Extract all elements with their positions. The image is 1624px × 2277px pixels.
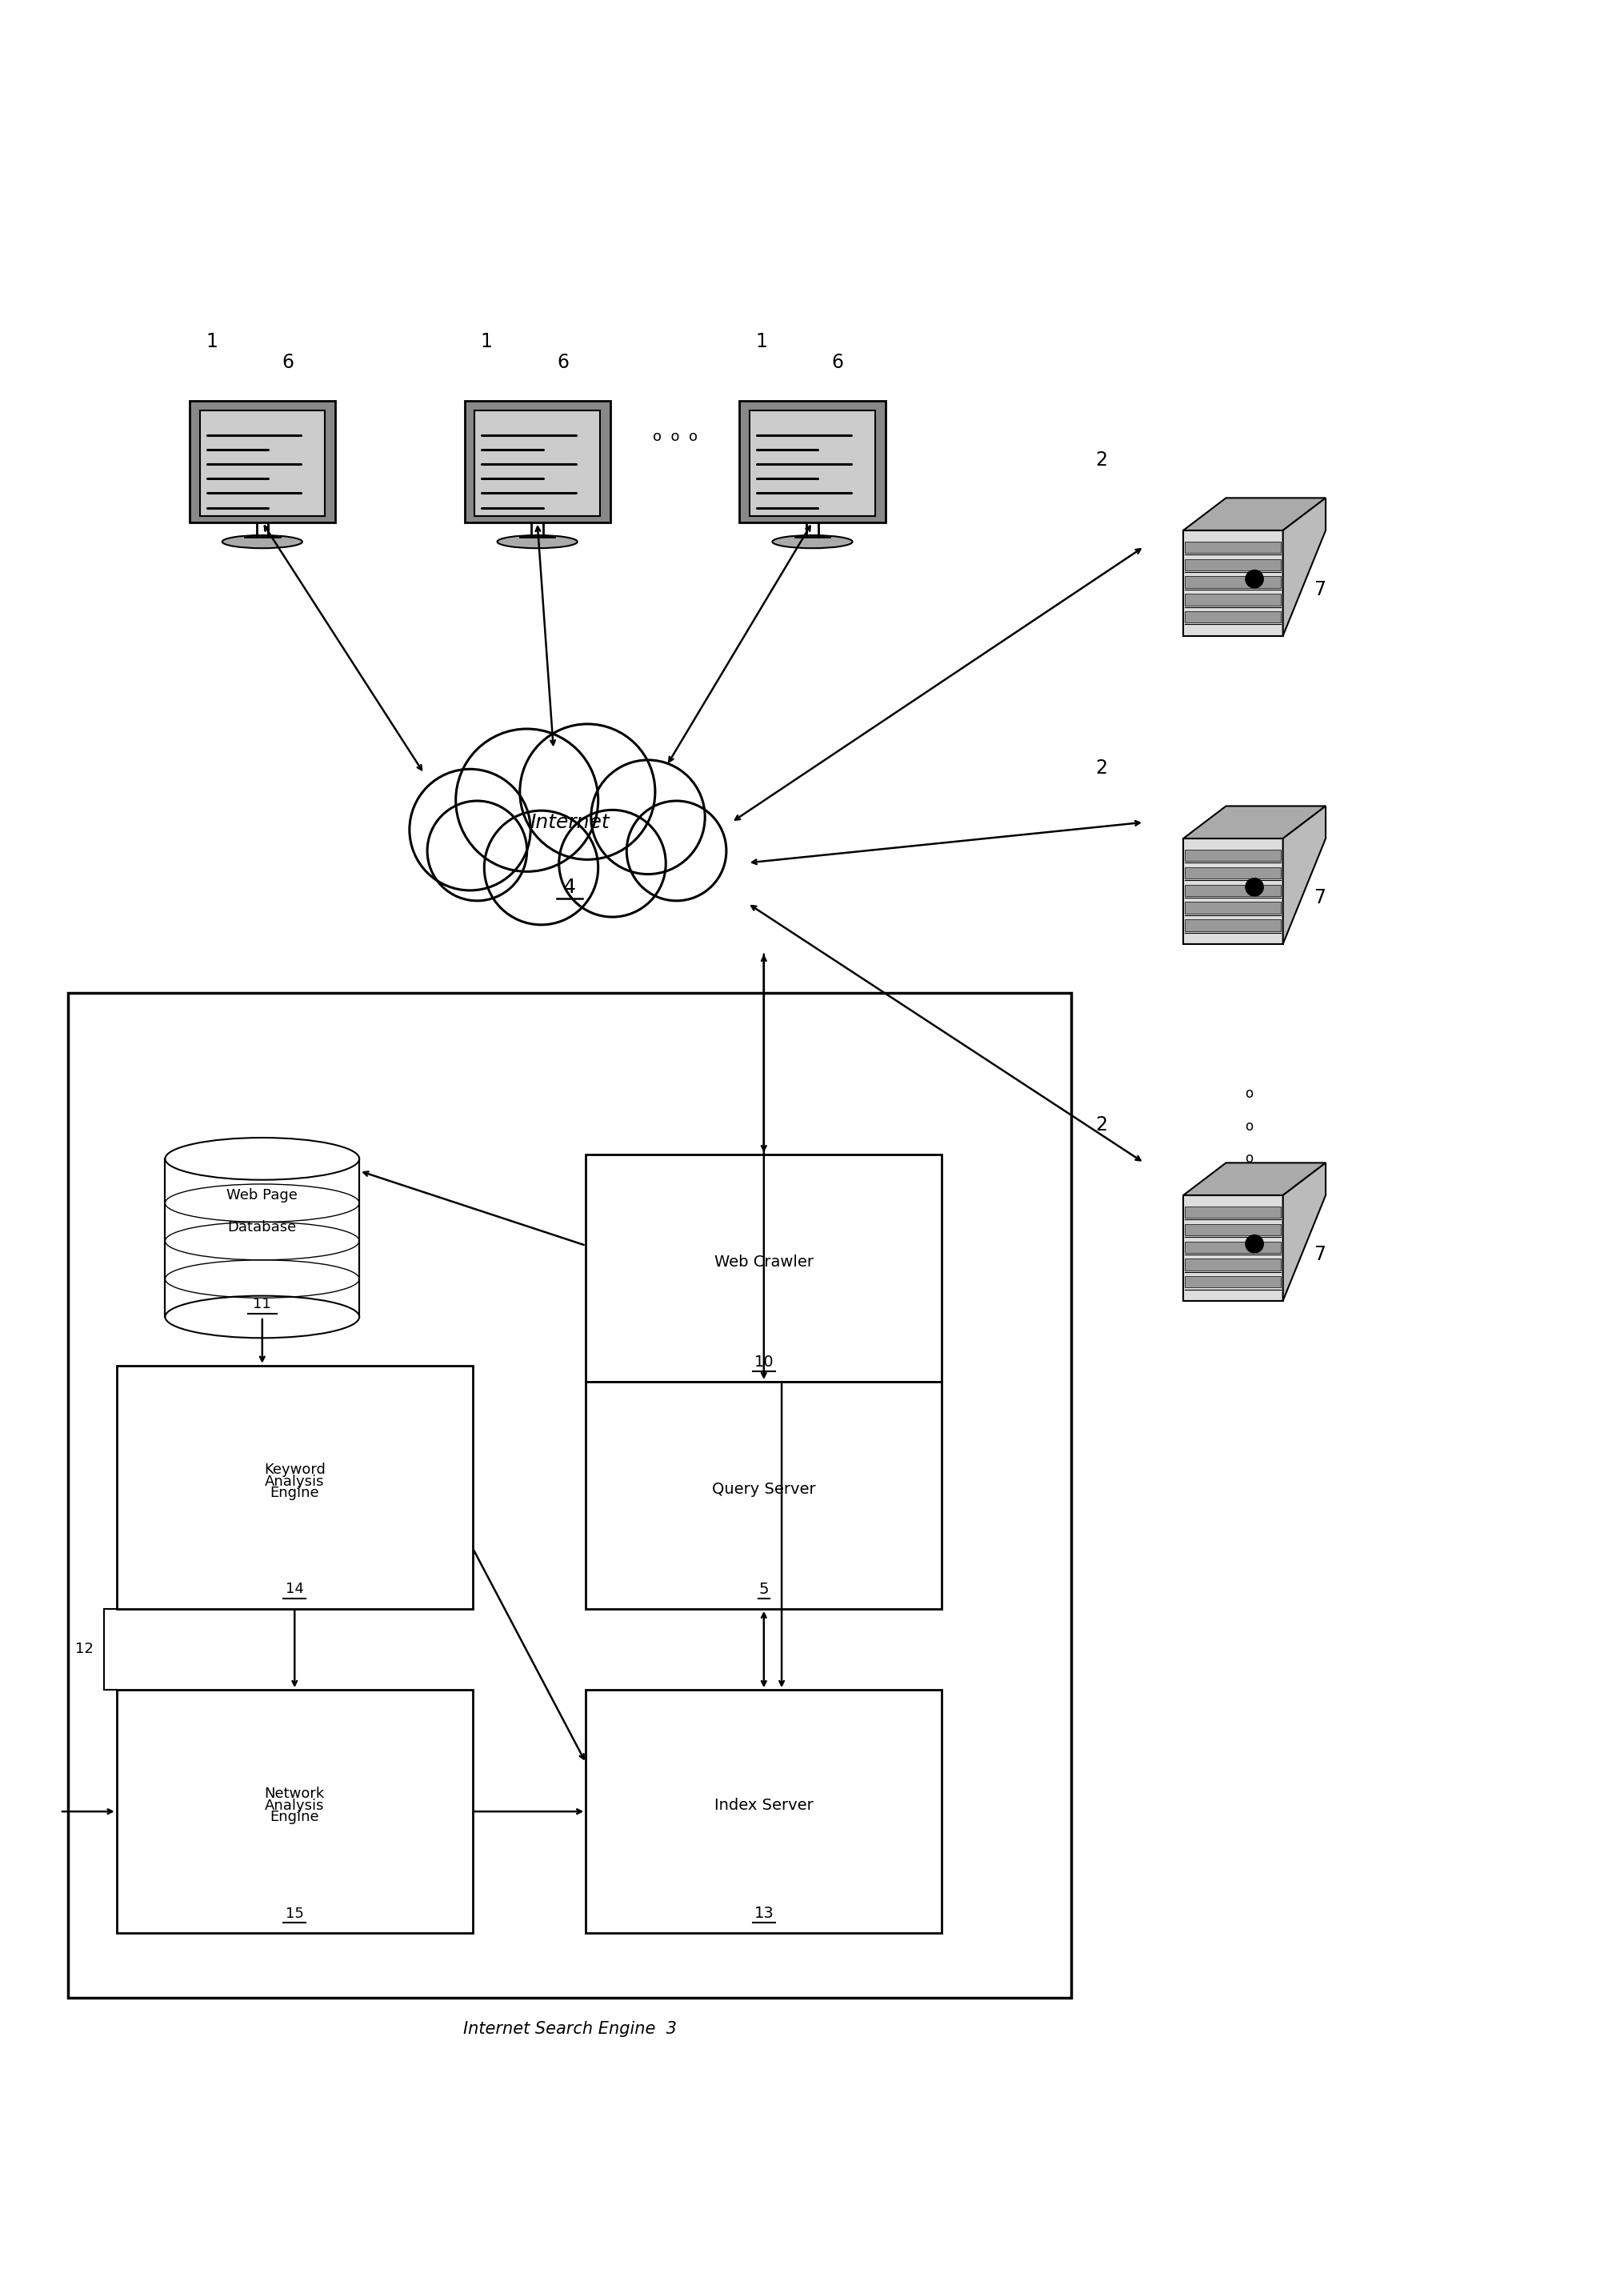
FancyBboxPatch shape: [1184, 1277, 1281, 1289]
FancyBboxPatch shape: [1184, 594, 1281, 606]
Text: 1: 1: [481, 332, 492, 351]
Circle shape: [559, 811, 666, 918]
Text: 2: 2: [1095, 1116, 1108, 1134]
Polygon shape: [1182, 806, 1325, 838]
Text: 1: 1: [206, 332, 218, 351]
Text: 6: 6: [281, 353, 294, 371]
Text: o: o: [1244, 1086, 1252, 1102]
Text: Keyword: Keyword: [263, 1462, 325, 1478]
Text: 7: 7: [1314, 888, 1325, 906]
Text: Web Crawler: Web Crawler: [715, 1255, 814, 1271]
Text: 14: 14: [286, 1583, 304, 1596]
Text: Engine: Engine: [270, 1810, 318, 1824]
Ellipse shape: [497, 535, 577, 549]
Ellipse shape: [166, 1296, 359, 1339]
Text: 5: 5: [758, 1583, 768, 1596]
Polygon shape: [1283, 806, 1325, 945]
Circle shape: [1246, 569, 1263, 587]
Text: 6: 6: [557, 353, 568, 371]
FancyBboxPatch shape: [739, 401, 885, 521]
Ellipse shape: [222, 535, 302, 549]
Polygon shape: [1283, 499, 1325, 635]
Circle shape: [520, 724, 654, 861]
Circle shape: [484, 811, 598, 924]
Circle shape: [627, 802, 726, 902]
Text: Internet Search Engine  3: Internet Search Engine 3: [463, 2022, 676, 2038]
Text: 2: 2: [1095, 451, 1108, 469]
Text: 7: 7: [1314, 581, 1325, 599]
FancyBboxPatch shape: [166, 1159, 359, 1316]
Circle shape: [427, 802, 526, 902]
Circle shape: [456, 729, 598, 872]
Circle shape: [409, 770, 531, 890]
FancyBboxPatch shape: [1184, 902, 1281, 913]
FancyBboxPatch shape: [1184, 883, 1281, 895]
Text: o: o: [1244, 1120, 1252, 1134]
FancyBboxPatch shape: [586, 1154, 942, 1382]
FancyBboxPatch shape: [1184, 542, 1281, 553]
Text: 15: 15: [286, 1906, 304, 1922]
FancyBboxPatch shape: [117, 1366, 473, 1610]
FancyBboxPatch shape: [1184, 1259, 1281, 1271]
Circle shape: [1246, 1234, 1263, 1252]
Text: 1: 1: [755, 332, 767, 351]
FancyBboxPatch shape: [1184, 920, 1281, 931]
FancyBboxPatch shape: [1184, 558, 1281, 569]
Text: o: o: [1244, 1152, 1252, 1166]
Text: Internet: Internet: [529, 813, 609, 831]
Text: Analysis: Analysis: [265, 1473, 325, 1489]
Text: Database: Database: [227, 1220, 297, 1234]
Circle shape: [1246, 879, 1263, 897]
FancyBboxPatch shape: [1184, 1223, 1281, 1234]
Text: 7: 7: [1314, 1246, 1325, 1264]
Text: 13: 13: [754, 1906, 773, 1922]
Text: Network: Network: [265, 1787, 325, 1801]
Text: Engine: Engine: [270, 1487, 318, 1501]
FancyBboxPatch shape: [117, 1690, 473, 1933]
Polygon shape: [1283, 1164, 1325, 1300]
FancyBboxPatch shape: [1182, 531, 1283, 635]
Text: o  o  o: o o o: [653, 430, 697, 444]
FancyBboxPatch shape: [1184, 1241, 1281, 1252]
Text: Web Page: Web Page: [227, 1189, 297, 1202]
FancyBboxPatch shape: [464, 401, 611, 521]
FancyBboxPatch shape: [1184, 868, 1281, 879]
Circle shape: [591, 761, 705, 874]
Polygon shape: [1182, 499, 1325, 531]
Text: 12: 12: [75, 1642, 93, 1658]
Text: 2: 2: [1095, 758, 1108, 779]
FancyBboxPatch shape: [200, 410, 325, 517]
Text: 6: 6: [831, 353, 843, 371]
Text: 11: 11: [253, 1296, 271, 1312]
Polygon shape: [1182, 1164, 1325, 1195]
FancyBboxPatch shape: [1184, 576, 1281, 587]
FancyBboxPatch shape: [1184, 1207, 1281, 1218]
FancyBboxPatch shape: [749, 410, 875, 517]
FancyBboxPatch shape: [1182, 838, 1283, 945]
FancyBboxPatch shape: [190, 401, 335, 521]
FancyBboxPatch shape: [1184, 613, 1281, 624]
FancyBboxPatch shape: [1182, 1195, 1283, 1300]
Text: 10: 10: [754, 1355, 773, 1371]
Text: 4: 4: [564, 877, 577, 897]
Ellipse shape: [771, 535, 853, 549]
FancyBboxPatch shape: [586, 1382, 942, 1610]
FancyBboxPatch shape: [586, 1690, 942, 1933]
Text: Index Server: Index Server: [715, 1797, 814, 1812]
FancyBboxPatch shape: [1184, 849, 1281, 861]
Ellipse shape: [166, 1138, 359, 1179]
FancyBboxPatch shape: [474, 410, 599, 517]
FancyBboxPatch shape: [68, 993, 1070, 1997]
Text: Analysis: Analysis: [265, 1799, 325, 1812]
Text: Query Server: Query Server: [711, 1482, 815, 1496]
